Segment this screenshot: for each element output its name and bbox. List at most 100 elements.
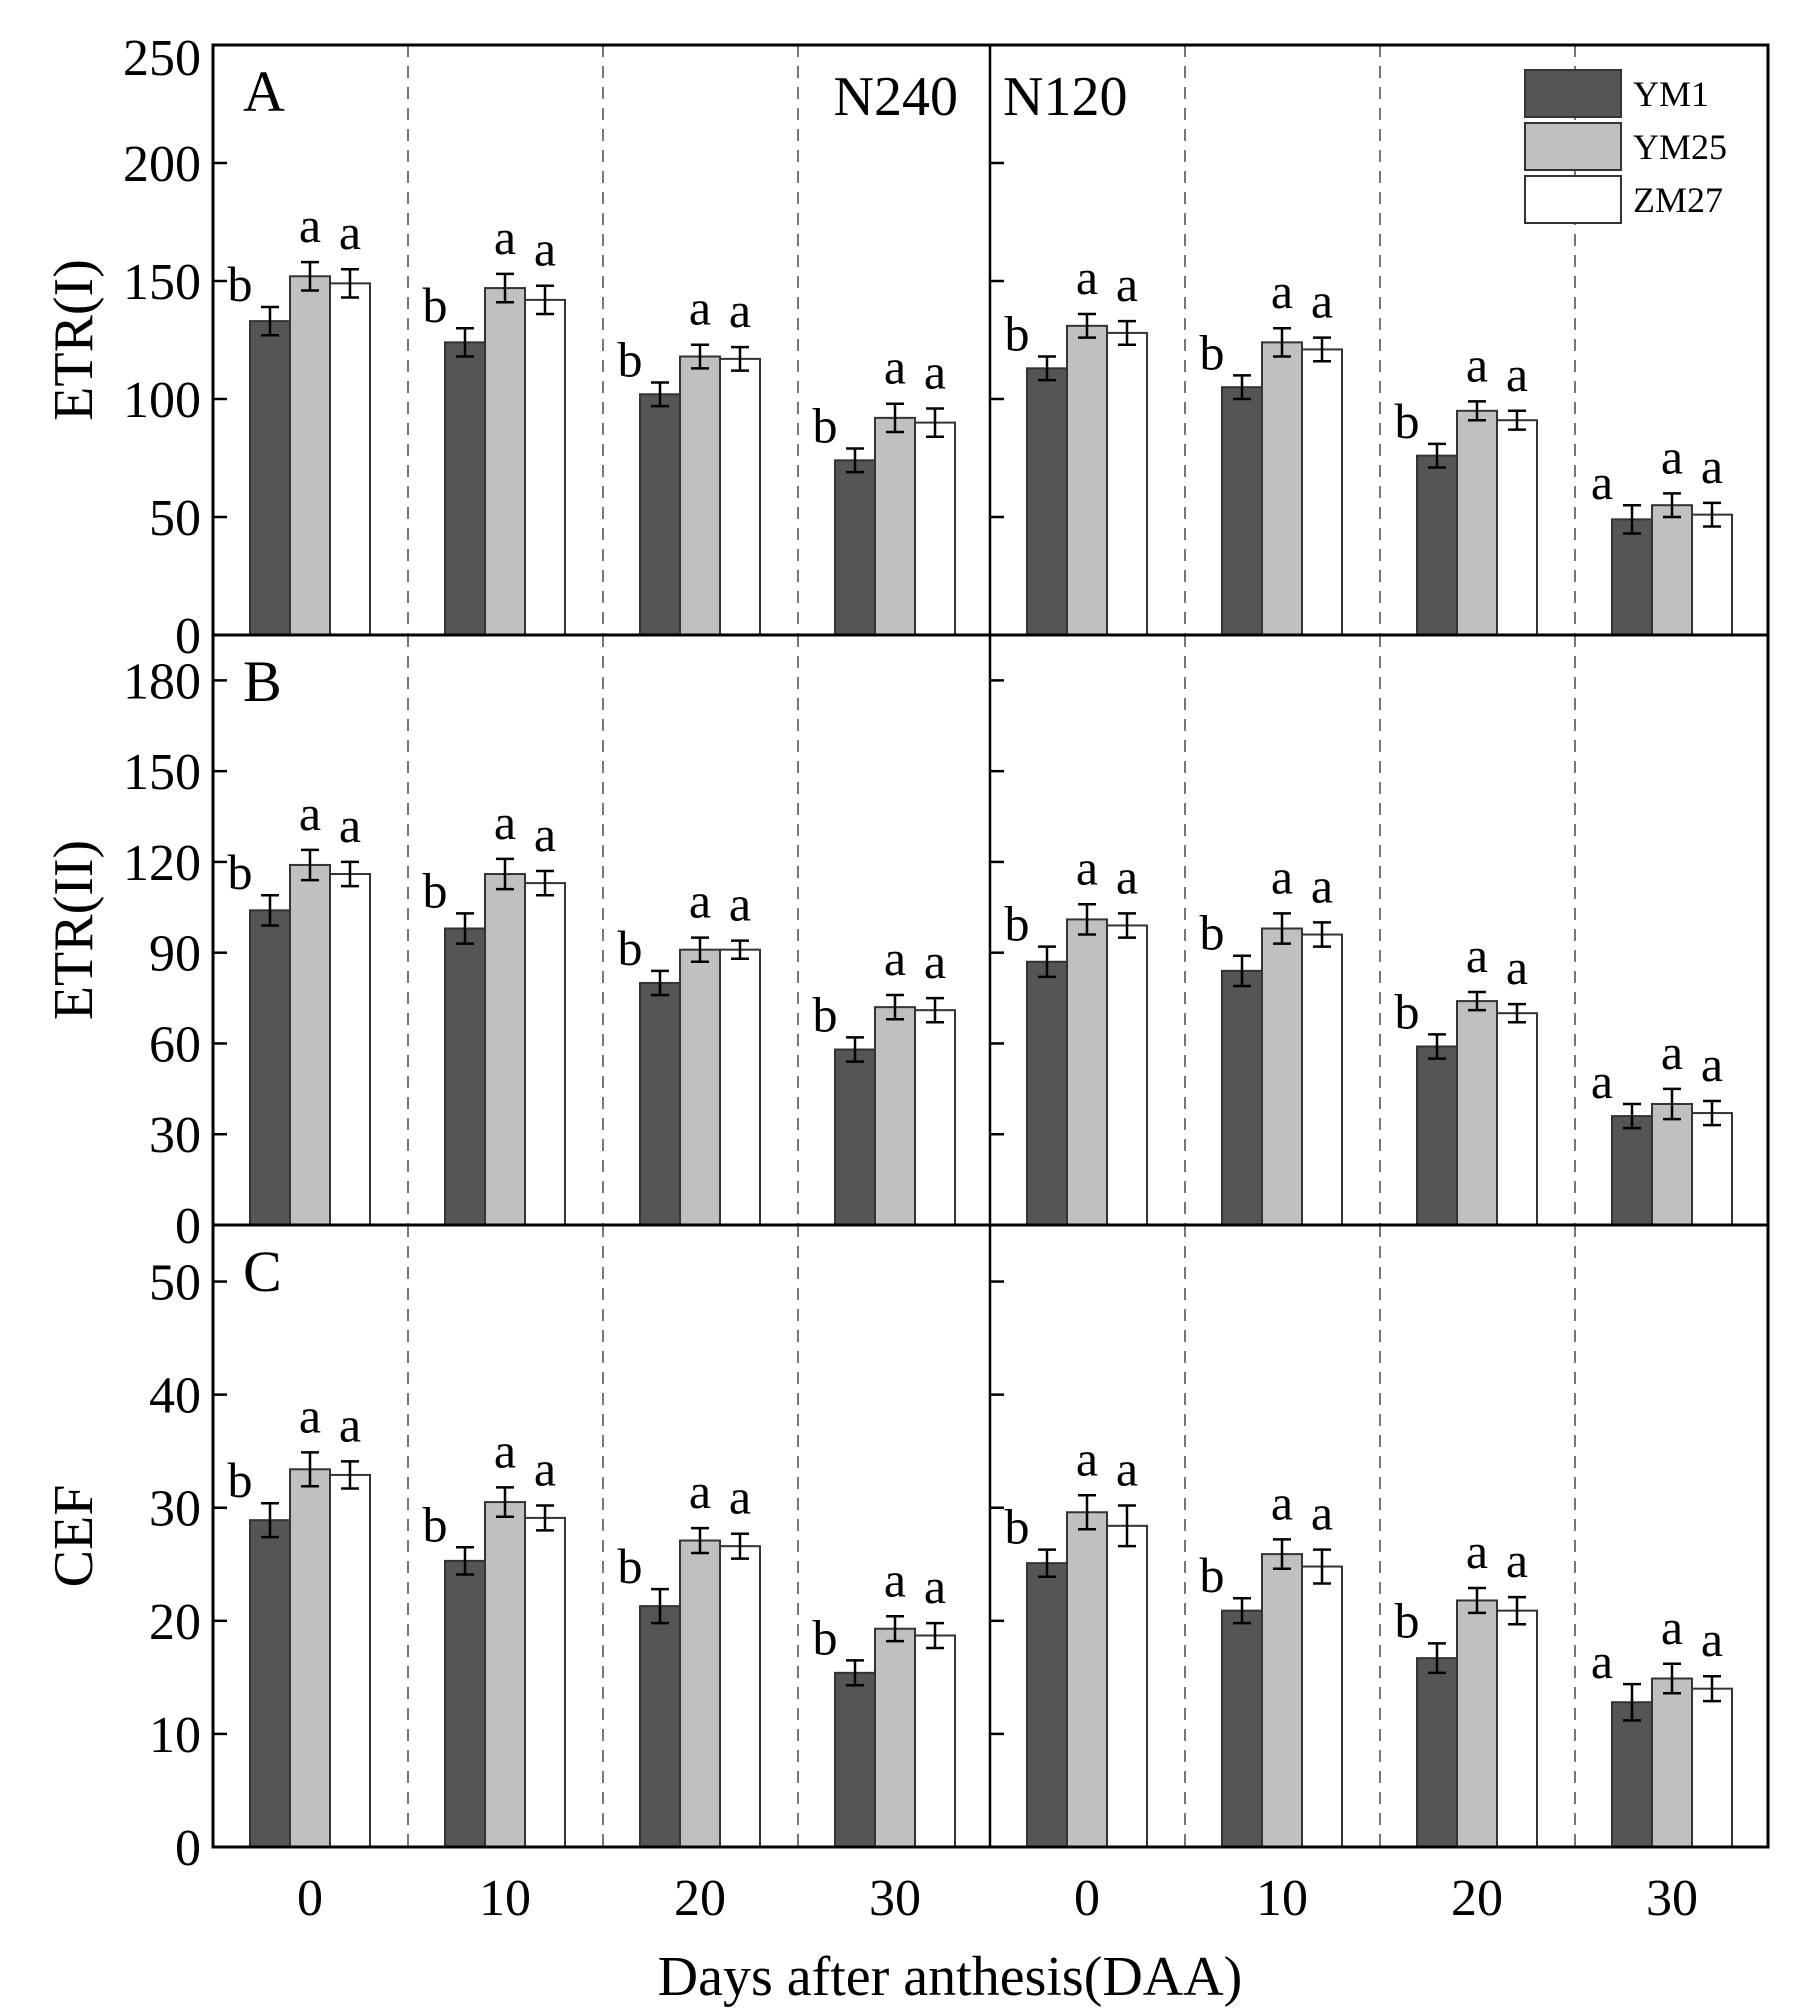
significance-letter: a (1116, 848, 1138, 904)
y-tick-label: 50 (149, 490, 201, 547)
y-tick-label: 90 (149, 926, 201, 983)
significance-letter: a (1311, 857, 1333, 913)
significance-letter: a (1271, 263, 1293, 319)
significance-letter: b (813, 398, 838, 454)
x-tick-label: 10 (479, 1870, 531, 1927)
legend-label: ZM27 (1633, 180, 1723, 220)
significance-letter: b (1005, 1499, 1030, 1555)
significance-letter: b (1200, 1547, 1225, 1603)
bar (1106, 1524, 1148, 1848)
significance-letter: a (1116, 256, 1138, 312)
significance-letter: a (1506, 939, 1528, 995)
bar (289, 863, 331, 1226)
significance-letter: a (1311, 273, 1333, 329)
y-tick-label: 10 (149, 1707, 201, 1764)
significance-letter: a (1506, 346, 1528, 402)
significance-letter: a (1311, 1485, 1333, 1541)
significance-letter: a (1591, 1053, 1613, 1109)
significance-letter: a (729, 1469, 751, 1525)
y-tick-label: 150 (123, 744, 201, 801)
panel-letter: B (243, 649, 282, 714)
significance-letter: a (534, 221, 556, 277)
significance-letter: b (1005, 896, 1030, 952)
bar (1651, 1102, 1693, 1227)
x-axis-title: Days after anthesis(DAA) (658, 1946, 1243, 2008)
x-tick-label: 30 (869, 1870, 921, 1927)
significance-letter: a (689, 280, 711, 336)
bar (639, 981, 681, 1227)
bar (1611, 518, 1653, 636)
bar (329, 1473, 371, 1848)
significance-letter: a (924, 933, 946, 989)
x-tick-label: 0 (297, 1870, 323, 1927)
bar (1301, 1565, 1343, 1848)
y-tick-label: 200 (123, 136, 201, 193)
significance-letter: a (1591, 454, 1613, 510)
bar (1691, 1112, 1733, 1226)
significance-letter: b (423, 1496, 448, 1552)
y-tick-label: 150 (123, 254, 201, 311)
significance-letter: a (299, 785, 321, 841)
bar (1106, 924, 1148, 1226)
y-tick-label: 120 (123, 835, 201, 892)
significance-letter: a (1271, 1474, 1293, 1530)
significance-letter: a (299, 1387, 321, 1443)
bar (1456, 1000, 1498, 1226)
significance-letter: a (494, 209, 516, 265)
bar (914, 1634, 956, 1849)
y-tick-label: 0 (175, 1198, 201, 1255)
significance-letter: a (1661, 1024, 1683, 1080)
significance-letter: b (618, 1538, 643, 1594)
bar (524, 298, 566, 636)
significance-letter: a (339, 797, 361, 853)
bar (484, 287, 526, 636)
significance-letter: a (1701, 1036, 1723, 1092)
legend-swatch (1524, 122, 1622, 171)
bar (524, 882, 566, 1226)
significance-letter: a (494, 1422, 516, 1478)
significance-letter: b (1395, 1592, 1420, 1648)
bar (484, 1501, 526, 1849)
significance-letter: a (729, 876, 751, 932)
bar (1496, 419, 1538, 636)
significance-letter: b (423, 862, 448, 918)
bar (1456, 1599, 1498, 1848)
bar (639, 393, 681, 636)
bar (329, 282, 371, 636)
bar (1066, 918, 1108, 1227)
y-tick-label: 0 (175, 608, 201, 665)
group-label-n240: N240 (834, 66, 958, 128)
y-tick-label: 30 (149, 1481, 201, 1538)
significance-letter: b (228, 844, 253, 900)
significance-letter: a (689, 1463, 711, 1519)
significance-letter: b (618, 331, 643, 387)
significance-letter: b (1200, 324, 1225, 380)
significance-letter: a (1466, 927, 1488, 983)
x-tick-label: 10 (1256, 1870, 1308, 1927)
significance-letter: a (1661, 1599, 1683, 1655)
significance-letter: a (339, 1396, 361, 1452)
bar (249, 1519, 291, 1848)
bar (1221, 969, 1263, 1226)
significance-letter: a (924, 343, 946, 399)
bar (1611, 1115, 1653, 1226)
bar (484, 873, 526, 1226)
significance-letter: a (534, 806, 556, 862)
bar (1026, 1562, 1068, 1849)
y-axis-title: ETR(II) (43, 840, 105, 1020)
bar (834, 1048, 876, 1226)
group-label-n120: N120 (1003, 66, 1127, 128)
x-tick-label: 30 (1646, 1870, 1698, 1927)
significance-letter: a (1076, 249, 1098, 305)
panel-letter: A (243, 59, 285, 124)
significance-letter: a (729, 282, 751, 338)
significance-letter: a (494, 794, 516, 850)
bar (1026, 367, 1068, 636)
significance-letter: b (813, 1609, 838, 1665)
bar (874, 1627, 916, 1848)
bar (719, 948, 761, 1227)
significance-letter: b (618, 920, 643, 976)
bar (1456, 409, 1498, 636)
significance-letter: a (1271, 848, 1293, 904)
